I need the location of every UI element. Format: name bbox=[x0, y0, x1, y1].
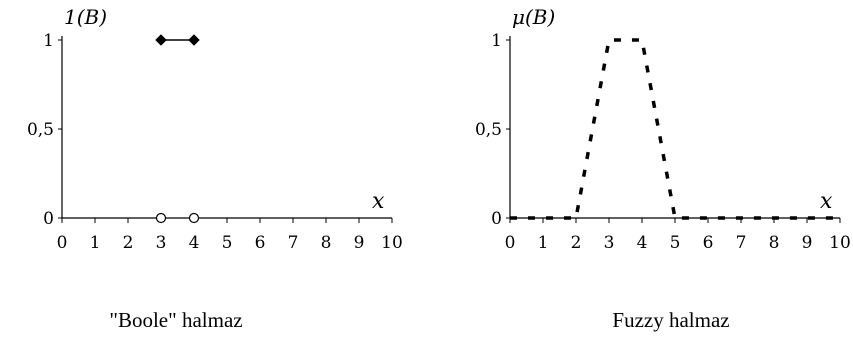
x-tick-label: 7 bbox=[736, 233, 747, 253]
x-axis-label: x bbox=[372, 189, 385, 214]
x-tick-label: 5 bbox=[670, 233, 681, 253]
y-tick-label: 1 bbox=[43, 31, 54, 51]
y-tick-label: 0 bbox=[491, 209, 502, 229]
y-tick-label: 0,5 bbox=[475, 120, 502, 140]
x-tick-label: 9 bbox=[354, 233, 365, 253]
filled-diamond-point bbox=[155, 34, 167, 46]
open-circle-point bbox=[155, 212, 167, 224]
x-tick-label: 0 bbox=[505, 233, 516, 253]
x-tick-label: 4 bbox=[637, 233, 648, 253]
y-axis-label: μ(B) bbox=[512, 5, 555, 29]
x-tick-label: 7 bbox=[288, 233, 299, 253]
series-line bbox=[510, 38, 840, 220]
x-tick-label: 3 bbox=[604, 233, 615, 253]
x-tick-label: 10 bbox=[381, 233, 403, 253]
x-tick-label: 2 bbox=[123, 233, 134, 253]
fuzzy-chart: 00,510 1 2 3 4 5 6 7 8 9 10μ(B)x bbox=[475, 5, 851, 253]
x-tick-label: 5 bbox=[222, 233, 233, 253]
x-tick-label: 8 bbox=[769, 233, 780, 253]
boole-chart: 00,510 1 2 3 4 5 6 7 8 9 101(B)x bbox=[27, 5, 403, 253]
x-tick-label: 4 bbox=[189, 233, 200, 253]
x-tick-label: 1 bbox=[90, 233, 101, 253]
open-circle-point bbox=[188, 212, 200, 224]
x-tick-label: 2 bbox=[571, 233, 582, 253]
y-tick-label: 1 bbox=[491, 31, 502, 51]
x-tick-label: 3 bbox=[156, 233, 167, 253]
x-axis-label: x bbox=[820, 189, 833, 214]
x-tick-label: 10 bbox=[829, 233, 851, 253]
x-tick-label: 0 bbox=[57, 233, 68, 253]
filled-diamond-point bbox=[188, 34, 200, 46]
fuzzy-caption: Fuzzy halmaz bbox=[612, 308, 730, 332]
y-tick-label: 0 bbox=[43, 209, 54, 229]
y-axis-label: 1(B) bbox=[64, 5, 107, 29]
x-tick-label: 9 bbox=[802, 233, 813, 253]
boole-caption: "Boole" halmaz bbox=[109, 308, 243, 332]
x-tick-label: 6 bbox=[703, 233, 714, 253]
x-tick-label: 1 bbox=[538, 233, 549, 253]
y-tick-label: 0,5 bbox=[27, 120, 54, 140]
x-tick-label: 8 bbox=[321, 233, 332, 253]
x-tick-label: 6 bbox=[255, 233, 266, 253]
